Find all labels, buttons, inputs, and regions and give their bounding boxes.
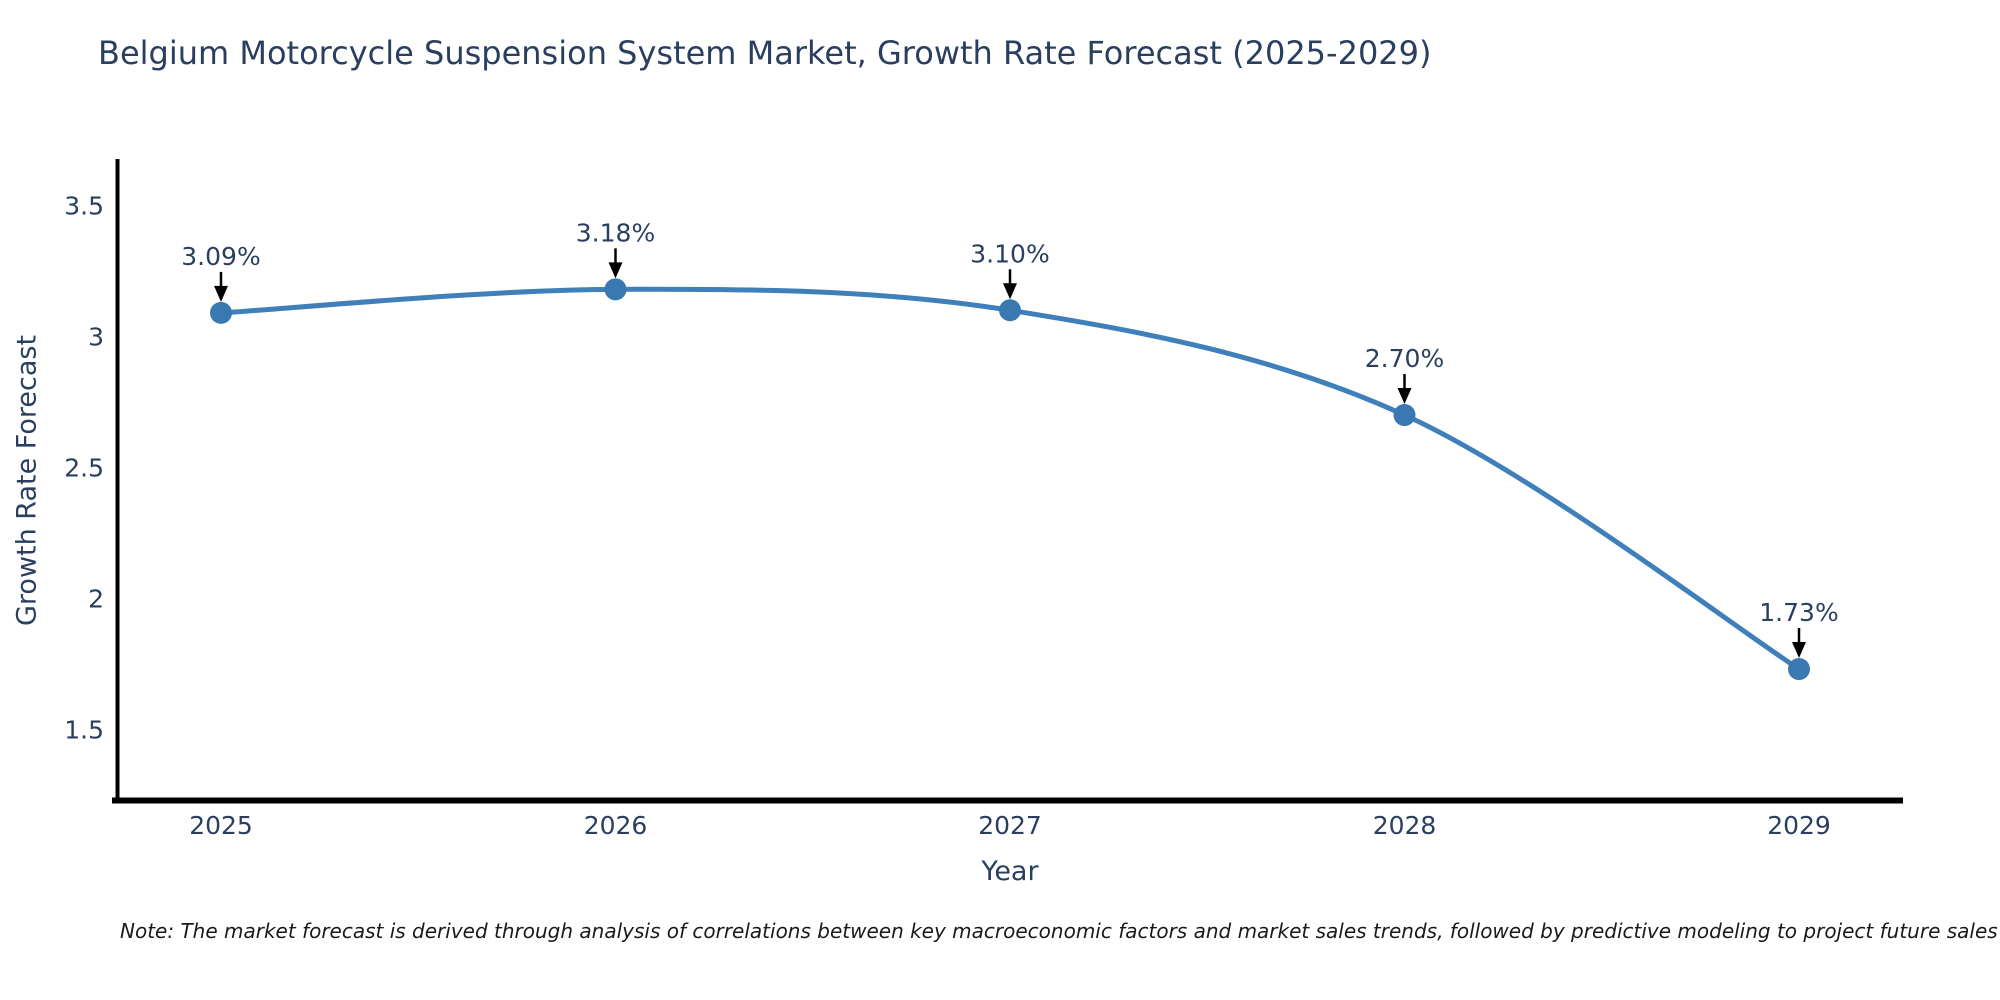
y-tick-label: 3 [88, 322, 104, 351]
annotation-arrowhead-2028 [1397, 388, 1412, 405]
annotation-label-2027: 3.10% [970, 239, 1049, 268]
chart-title: Belgium Motorcycle Suspension System Mar… [98, 34, 1432, 72]
annotation-label-2026: 3.18% [576, 218, 655, 247]
y-tick-label: 3.5 [64, 192, 104, 221]
data-point-marker-2025 [210, 301, 232, 324]
annotation-arrowhead-2026 [608, 262, 623, 279]
chart-canvas: 3.5 3 2.5 2 1.5 2025 2026 2027 2028 2029 3.09% 3.18… [64, 159, 1903, 840]
data-point-marker-2026 [604, 278, 627, 301]
data-point-marker-2028 [1393, 404, 1416, 427]
y-axis-title: Growth Rate Forecast [11, 334, 43, 627]
annotation-arrowhead-2029 [1792, 642, 1806, 659]
data-point-marker-2027 [999, 299, 1021, 322]
x-axis-title: Year [981, 856, 1039, 887]
annotation-arrowhead-2027 [1003, 283, 1017, 300]
y-tick-label: 2 [88, 584, 104, 613]
annotation-label-2028: 2.70% [1365, 344, 1444, 373]
data-point-marker-2029 [1788, 658, 1810, 681]
footnote: Note: The market forecast is derived thr… [120, 919, 1998, 943]
y-tick-label: 1.5 [64, 715, 104, 744]
x-tick-label: 2029 [1767, 811, 1831, 840]
annotation-label-2029: 1.73% [1759, 598, 1838, 627]
x-tick-label: 2028 [1373, 811, 1437, 840]
trend-line [218, 286, 1802, 672]
annotation-label-2025: 3.09% [181, 242, 260, 271]
annotation-arrowhead-2025 [214, 285, 228, 302]
x-tick-label: 2025 [189, 811, 253, 840]
y-tick-label: 2.5 [64, 453, 104, 482]
x-tick-label: 2026 [584, 811, 648, 840]
x-tick-label: 2027 [978, 811, 1042, 840]
